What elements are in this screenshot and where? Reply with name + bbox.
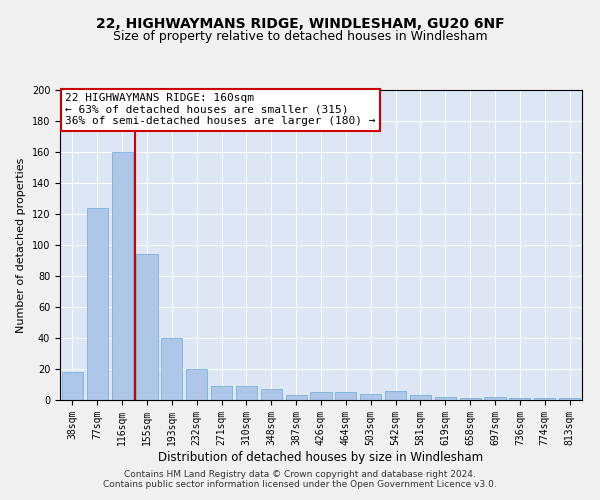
Bar: [186, 369, 207, 400]
X-axis label: Distribution of detached houses by size in Windlesham: Distribution of detached houses by size …: [158, 450, 484, 464]
Bar: [385, 390, 406, 400]
Bar: [136, 254, 158, 400]
Bar: [236, 386, 257, 400]
Bar: [335, 392, 356, 400]
Text: Contains HM Land Registry data © Crown copyright and database right 2024.: Contains HM Land Registry data © Crown c…: [124, 470, 476, 479]
Bar: [559, 398, 580, 400]
Bar: [286, 396, 307, 400]
Bar: [360, 394, 381, 400]
Y-axis label: Number of detached properties: Number of detached properties: [16, 158, 26, 332]
Bar: [87, 208, 108, 400]
Text: Contains public sector information licensed under the Open Government Licence v3: Contains public sector information licen…: [103, 480, 497, 489]
Bar: [310, 392, 332, 400]
Bar: [62, 372, 83, 400]
Bar: [509, 398, 530, 400]
Bar: [460, 398, 481, 400]
Text: 22, HIGHWAYMANS RIDGE, WINDLESHAM, GU20 6NF: 22, HIGHWAYMANS RIDGE, WINDLESHAM, GU20 …: [95, 18, 505, 32]
Text: Size of property relative to detached houses in Windlesham: Size of property relative to detached ho…: [113, 30, 487, 43]
Text: 22 HIGHWAYMANS RIDGE: 160sqm
← 63% of detached houses are smaller (315)
36% of s: 22 HIGHWAYMANS RIDGE: 160sqm ← 63% of de…: [65, 93, 376, 126]
Bar: [484, 397, 506, 400]
Bar: [410, 396, 431, 400]
Bar: [534, 398, 555, 400]
Bar: [161, 338, 182, 400]
Bar: [211, 386, 232, 400]
Bar: [435, 397, 456, 400]
Bar: [261, 389, 282, 400]
Bar: [112, 152, 133, 400]
